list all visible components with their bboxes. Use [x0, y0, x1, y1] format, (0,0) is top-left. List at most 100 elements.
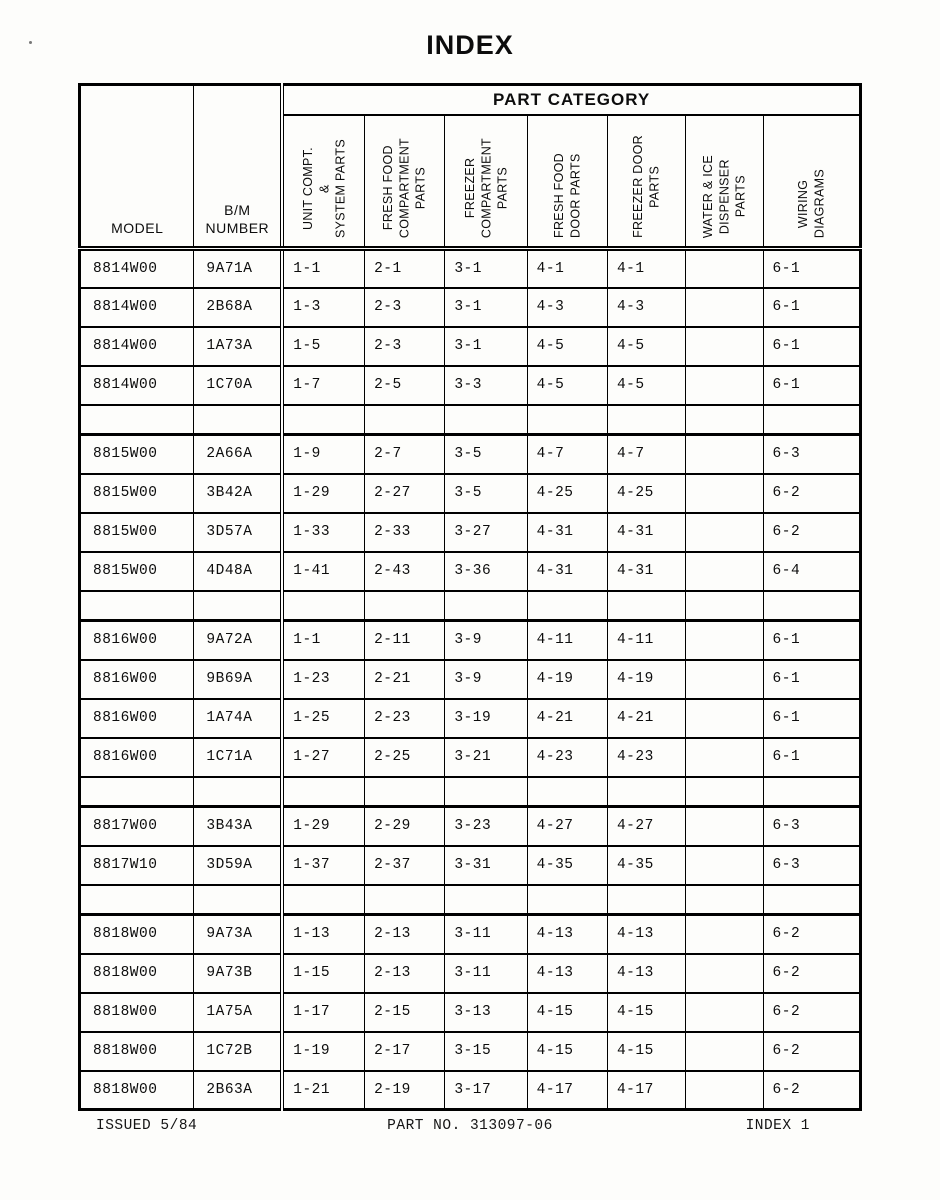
vertical-label: FREEZER DOOR PARTS	[631, 135, 662, 238]
page-ref-cell: 4-19	[526, 658, 608, 700]
page-ref-cell: 4-35	[606, 844, 687, 886]
page-ref-cell: 2-1	[364, 247, 446, 289]
table-row: 8818W00 9A73B 1-15 2-13 3-11 4-13 4-13 6-2	[78, 952, 862, 994]
page-ref-cell: 2-13	[364, 952, 446, 994]
bm-number-cell: 3D57A	[193, 511, 283, 553]
bm-number-cell: 9A73A	[193, 913, 283, 955]
table-row: 8817W10 3D59A 1-37 2-37 3-31 4-35 4-35 6-3	[78, 844, 862, 886]
page-ref-cell: 4-5	[526, 364, 608, 406]
page-ref-cell: 4-17	[526, 1069, 608, 1111]
page-ref-cell: 6-2	[762, 913, 862, 955]
page-ref-cell: 4-5	[606, 325, 687, 367]
page-ref-cell: 3-9	[444, 658, 528, 700]
empty-cell	[78, 403, 195, 436]
page-ref-cell: 1-29	[280, 472, 366, 514]
page-ref-cell: 3-11	[444, 913, 528, 955]
model-cell: 8814W00	[78, 364, 195, 406]
page-ref-cell: 3-17	[444, 1069, 528, 1111]
page-ref-cell: 4-1	[606, 247, 687, 289]
page-ref-cell: 4-31	[606, 511, 687, 553]
page-ref-cell: 2-29	[364, 805, 446, 847]
page-ref-cell: 2-33	[364, 511, 446, 553]
page-ref-cell: 6-1	[762, 364, 862, 406]
page-ref-cell: 4-35	[526, 844, 608, 886]
page-title: INDEX	[426, 30, 514, 60]
part-category-header: PART CATEGORY	[280, 83, 862, 116]
page-ref-cell	[685, 619, 764, 661]
scan-speck-artifact	[29, 41, 32, 44]
page-ref-cell: 3-5	[444, 472, 528, 514]
page-ref-cell	[685, 1030, 764, 1072]
page-ref-cell	[685, 736, 764, 778]
page-ref-cell: 6-1	[762, 736, 862, 778]
page-ref-cell: 2-11	[364, 619, 446, 661]
page-ref-cell: 4-31	[606, 550, 687, 592]
bm-number-cell: 1A74A	[193, 697, 283, 739]
page-ref-cell: 1-9	[280, 433, 366, 475]
empty-cell	[78, 775, 195, 808]
spacer-row	[78, 589, 862, 622]
page-ref-cell: 2-27	[364, 472, 446, 514]
page-ref-cell: 1-23	[280, 658, 366, 700]
spacer-row	[78, 883, 862, 916]
page-ref-cell: 1-19	[280, 1030, 366, 1072]
page-ref-cell: 2-3	[364, 286, 446, 328]
page-ref-cell: 4-21	[526, 697, 608, 739]
empty-cell	[444, 775, 528, 808]
empty-cell	[606, 403, 687, 436]
empty-cell	[193, 775, 283, 808]
page-ref-cell: 4-13	[526, 913, 608, 955]
spacer-row	[78, 403, 862, 436]
page-ref-cell: 6-1	[762, 619, 862, 661]
table-row: 8818W00 1A75A 1-17 2-15 3-13 4-15 4-15 6-2	[78, 991, 862, 1033]
page-ref-cell: 6-1	[762, 325, 862, 367]
page-ref-cell: 2-3	[364, 325, 446, 367]
page-ref-cell: 2-25	[364, 736, 446, 778]
page-ref-cell: 4-25	[606, 472, 687, 514]
bm-number-cell: 2B68A	[193, 286, 283, 328]
column-header-freezer-door-parts: FREEZER DOOR PARTS	[606, 114, 687, 251]
empty-cell	[78, 883, 195, 916]
model-cell: 8816W00	[78, 658, 195, 700]
page-ref-cell: 3-1	[444, 325, 528, 367]
model-cell: 8816W00	[78, 697, 195, 739]
page-ref-cell	[685, 805, 764, 847]
page-ref-cell: 4-7	[526, 433, 608, 475]
empty-cell	[685, 589, 764, 622]
empty-cell	[606, 883, 687, 916]
model-cell: 8817W00	[78, 805, 195, 847]
page-ref-cell: 4-21	[606, 697, 687, 739]
page-ref-cell	[685, 913, 764, 955]
empty-cell	[762, 883, 862, 916]
model-cell: 8814W00	[78, 247, 195, 289]
page-ref-cell	[685, 1069, 764, 1111]
vertical-label: FREEZER COMPARTMENT PARTS	[462, 137, 510, 238]
page-ref-cell: 1-5	[280, 325, 366, 367]
page-ref-cell	[685, 472, 764, 514]
page-ref-cell	[685, 952, 764, 994]
empty-cell	[280, 883, 366, 916]
column-header-fresh-food-compartment-parts: FRESH FOOD COMPARTMENT PARTS	[364, 114, 446, 251]
page-ref-cell: 1-1	[280, 619, 366, 661]
page-ref-cell: 6-3	[762, 805, 862, 847]
page-ref-cell: 2-21	[364, 658, 446, 700]
page-ref-cell: 3-36	[444, 550, 528, 592]
empty-cell	[364, 403, 446, 436]
page-ref-cell	[685, 364, 764, 406]
column-header-model: MODEL	[78, 83, 195, 251]
model-header-label: MODEL	[111, 219, 164, 236]
page-ref-cell: 2-19	[364, 1069, 446, 1111]
vertical-label: UNIT COMPT. & SYSTEM PARTS	[300, 139, 348, 238]
page-ref-cell: 3-31	[444, 844, 528, 886]
model-cell: 8815W00	[78, 550, 195, 592]
empty-cell	[193, 589, 283, 622]
bm-number-cell: 4D48A	[193, 550, 283, 592]
page-ref-cell: 1-1	[280, 247, 366, 289]
empty-cell	[526, 403, 608, 436]
page-ref-cell	[685, 247, 764, 289]
page-ref-cell: 6-1	[762, 286, 862, 328]
footer-index-label: INDEX 1	[745, 1118, 810, 1134]
page-ref-cell: 4-3	[526, 286, 608, 328]
page-ref-cell	[685, 286, 764, 328]
page-ref-cell: 4-19	[606, 658, 687, 700]
